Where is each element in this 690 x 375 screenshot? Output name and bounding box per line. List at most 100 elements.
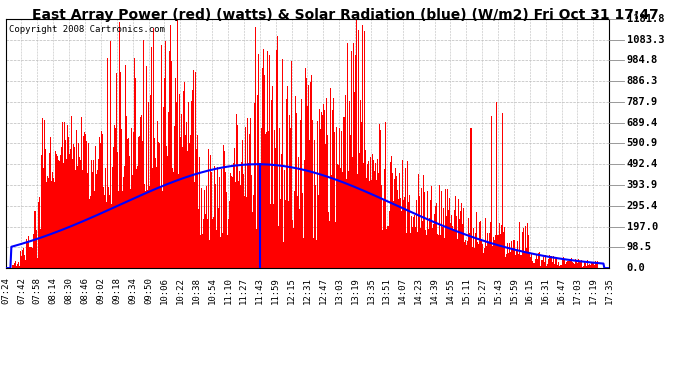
Text: 12:15: 12:15 xyxy=(287,277,296,304)
Bar xyxy=(578,262,580,268)
Bar xyxy=(481,241,482,268)
Bar xyxy=(429,218,431,268)
Bar xyxy=(301,99,302,268)
Bar xyxy=(349,100,351,268)
Bar xyxy=(161,45,162,268)
Bar xyxy=(409,195,410,268)
Bar xyxy=(318,195,319,268)
Bar xyxy=(198,209,199,268)
Bar xyxy=(248,163,249,268)
Text: 07:24: 07:24 xyxy=(1,277,10,304)
Bar xyxy=(489,233,490,268)
Bar xyxy=(507,243,509,268)
Bar xyxy=(259,232,261,268)
Bar xyxy=(388,226,389,268)
Bar xyxy=(573,264,575,268)
Bar xyxy=(386,230,387,268)
Bar xyxy=(570,260,571,268)
Bar xyxy=(33,234,34,268)
Text: 17:03: 17:03 xyxy=(573,277,582,304)
Bar xyxy=(567,261,568,268)
Bar xyxy=(237,125,238,268)
Bar xyxy=(144,109,146,268)
Bar xyxy=(455,216,457,268)
Bar xyxy=(28,236,30,268)
Text: 295.4: 295.4 xyxy=(627,201,658,211)
Bar xyxy=(13,265,14,268)
Bar xyxy=(21,250,23,268)
Bar xyxy=(196,148,197,268)
Bar xyxy=(93,160,94,268)
Bar xyxy=(146,66,148,268)
Bar xyxy=(492,246,493,268)
Bar xyxy=(134,58,135,268)
Bar xyxy=(499,223,500,268)
Bar xyxy=(493,240,495,268)
Bar xyxy=(247,118,248,268)
Bar xyxy=(111,204,112,268)
Bar xyxy=(163,107,164,268)
Bar xyxy=(506,254,507,268)
Bar xyxy=(91,160,92,268)
Bar xyxy=(167,156,168,268)
Bar xyxy=(49,153,50,268)
Bar xyxy=(143,40,144,268)
Bar xyxy=(364,32,365,268)
Bar xyxy=(412,227,413,268)
Bar xyxy=(170,25,171,268)
Bar xyxy=(164,78,165,268)
Bar xyxy=(152,168,153,268)
Bar xyxy=(273,204,274,268)
Bar xyxy=(434,214,435,268)
Text: 09:34: 09:34 xyxy=(128,277,137,304)
Bar xyxy=(217,209,219,268)
Bar xyxy=(197,135,198,268)
Bar xyxy=(233,163,234,268)
Bar xyxy=(511,241,512,268)
Bar xyxy=(68,137,70,268)
Bar xyxy=(262,49,264,268)
Bar xyxy=(253,195,254,268)
Text: 08:46: 08:46 xyxy=(81,277,90,304)
Bar xyxy=(101,134,103,268)
Bar xyxy=(540,254,542,268)
Bar xyxy=(387,226,388,268)
Bar xyxy=(539,252,540,268)
Bar xyxy=(392,173,393,268)
Bar xyxy=(555,259,556,268)
Bar xyxy=(42,118,43,268)
Bar xyxy=(223,145,224,268)
Bar xyxy=(30,248,31,268)
Bar xyxy=(249,134,250,268)
Bar xyxy=(181,147,183,268)
Bar xyxy=(108,187,110,268)
Bar xyxy=(207,219,208,268)
Bar xyxy=(266,132,268,268)
Bar xyxy=(148,102,150,268)
Bar xyxy=(193,70,195,268)
Text: East Array Power (red) (watts) & Solar Radiation (blue) (W/m2) Fri Oct 31 17:47: East Array Power (red) (watts) & Solar R… xyxy=(32,8,658,22)
Bar xyxy=(356,20,357,268)
Bar xyxy=(569,260,570,268)
Bar xyxy=(415,200,417,268)
Bar xyxy=(245,128,246,268)
Bar xyxy=(377,173,379,268)
Bar xyxy=(160,186,161,268)
Bar xyxy=(55,150,56,268)
Bar xyxy=(372,153,373,268)
Text: 11:43: 11:43 xyxy=(255,277,264,304)
Bar xyxy=(482,244,483,268)
Bar xyxy=(553,256,554,268)
Bar xyxy=(284,170,285,268)
Bar xyxy=(526,248,527,268)
Bar xyxy=(538,253,539,268)
Bar xyxy=(374,171,375,268)
Bar xyxy=(79,158,80,268)
Bar xyxy=(317,121,318,268)
Bar xyxy=(184,82,186,268)
Bar xyxy=(462,224,464,268)
Bar xyxy=(83,136,84,268)
Bar xyxy=(520,255,521,268)
Bar xyxy=(451,215,452,268)
Bar xyxy=(413,217,414,268)
